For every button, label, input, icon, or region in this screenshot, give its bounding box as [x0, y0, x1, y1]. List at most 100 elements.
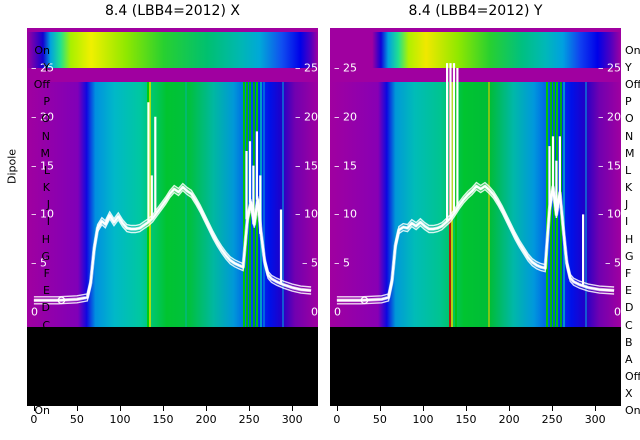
category-tick-label: Y — [625, 60, 632, 74]
panel-title-y: 8.4 (LBB4=2012) Y — [408, 3, 543, 19]
x-tick-label: 250 — [541, 413, 563, 426]
heatmap-stripe — [451, 82, 454, 327]
category-tick-label: Off — [33, 78, 50, 91]
x-tick — [120, 406, 121, 411]
x-tick — [595, 406, 597, 411]
x-tick — [76, 406, 78, 411]
heatmap-stripe — [584, 82, 587, 327]
x-tick — [206, 406, 208, 411]
x-tick — [33, 406, 35, 411]
category-tick-label: D — [41, 301, 50, 315]
x-tick — [292, 406, 294, 411]
category-tick-label: C — [42, 318, 50, 332]
category-tick-label: G — [625, 249, 634, 263]
heatmap-stripe — [262, 82, 265, 327]
panel-y[interactable] — [330, 28, 621, 406]
band-separator — [27, 68, 318, 82]
category-tick-label: M — [40, 146, 51, 160]
x-axis-y: 0 50 100 150 200 250 300 — [330, 406, 621, 440]
category-tick-label: N — [625, 129, 634, 143]
category-tick-label: N — [41, 129, 50, 143]
category-tick-label: P — [43, 95, 50, 109]
category-tick-label: E — [43, 284, 50, 298]
x-tick-label: 100 — [412, 413, 434, 426]
x-tick — [249, 406, 251, 411]
category-tick-label: J — [46, 198, 50, 212]
x-tick-label: 50 — [69, 413, 84, 426]
category-tick-label: P — [625, 95, 632, 109]
black-band — [330, 326, 621, 406]
x-tick-label: 300 — [584, 413, 606, 426]
heatmap-stripe — [487, 82, 490, 327]
category-tick-label: A — [625, 352, 633, 366]
heatmap-stripe — [243, 82, 246, 327]
top-purple-margin — [27, 28, 318, 32]
x-tick-label: 300 — [281, 413, 303, 426]
black-band — [27, 326, 318, 406]
heatmap-stripe — [281, 82, 284, 327]
x-tick — [379, 406, 381, 411]
category-tick-label: L — [43, 163, 50, 177]
category-tick-label: L — [625, 163, 632, 177]
category-tick-label: H — [41, 232, 50, 246]
heatmap-stripe — [546, 82, 549, 327]
heatmap-stripe — [184, 82, 187, 327]
band-separator — [330, 68, 621, 82]
heatmap-stripe — [149, 82, 152, 327]
x-tick-label: 150 — [455, 413, 477, 426]
category-tick-label: Off — [625, 370, 640, 383]
category-tick-label: X — [42, 387, 50, 401]
x-tick — [509, 406, 511, 411]
category-tick-label: O — [625, 112, 634, 126]
x-tick — [423, 406, 424, 411]
category-tick-label: D — [625, 301, 634, 315]
trace-overlay — [336, 63, 615, 305]
heatmap-stripe — [563, 82, 566, 327]
trace-halo — [33, 185, 312, 303]
category-tick-label: On — [34, 404, 50, 418]
category-tick-label: Off — [33, 370, 50, 383]
category-axis-left: On Y Off P O N M L K J I H G F E D C B A Off X On — [2, 28, 50, 417]
category-tick-label: B — [625, 335, 633, 349]
category-tick-label: M — [625, 146, 635, 160]
x-tick — [466, 406, 467, 411]
panel-x[interactable] — [27, 28, 318, 406]
x-tick-label: 0 — [30, 413, 38, 426]
x-tick-label: 200 — [195, 413, 217, 426]
trace-line-sibling — [336, 181, 615, 298]
heatmap-stripe — [454, 82, 457, 327]
category-tick-label: E — [625, 284, 632, 298]
rainbow-band — [330, 32, 621, 68]
category-tick-label: B — [42, 335, 50, 349]
trace-line — [33, 186, 312, 302]
category-tick-label: F — [43, 267, 50, 280]
x-tick-label: 0 — [333, 413, 341, 426]
x-tick-label: 250 — [238, 413, 260, 426]
category-tick-label: I — [625, 215, 629, 229]
x-tick — [552, 406, 554, 411]
x-tick-label: 200 — [498, 413, 520, 426]
category-tick-label: K — [42, 181, 50, 194]
category-tick-label: X — [625, 387, 633, 401]
category-tick-label: O — [41, 112, 50, 126]
trace-overlay — [33, 102, 312, 305]
category-tick-label: A — [42, 352, 50, 366]
category-tick-label: H — [625, 232, 634, 246]
x-tick-label: 150 — [152, 413, 174, 426]
x-tick — [163, 406, 164, 411]
x-tick-label: 100 — [109, 413, 131, 426]
baseline-zero-marker — [360, 296, 369, 305]
category-tick-label: On — [625, 404, 640, 418]
baseline-zero-marker — [57, 296, 66, 305]
x-axis-x: 0 50 100 150 200 250 300 — [27, 406, 318, 440]
category-tick-label: I — [46, 215, 50, 229]
category-tick-label: G — [41, 249, 50, 263]
panel-title-x: 8.4 (LBB4=2012) X — [105, 3, 240, 19]
category-tick-label: On — [34, 43, 50, 57]
category-tick-label: On — [625, 43, 640, 57]
trace-line-sibling — [33, 189, 312, 305]
category-tick-label: F — [625, 267, 632, 280]
trace-line-sibling — [336, 188, 615, 305]
category-tick-label: J — [625, 198, 629, 212]
